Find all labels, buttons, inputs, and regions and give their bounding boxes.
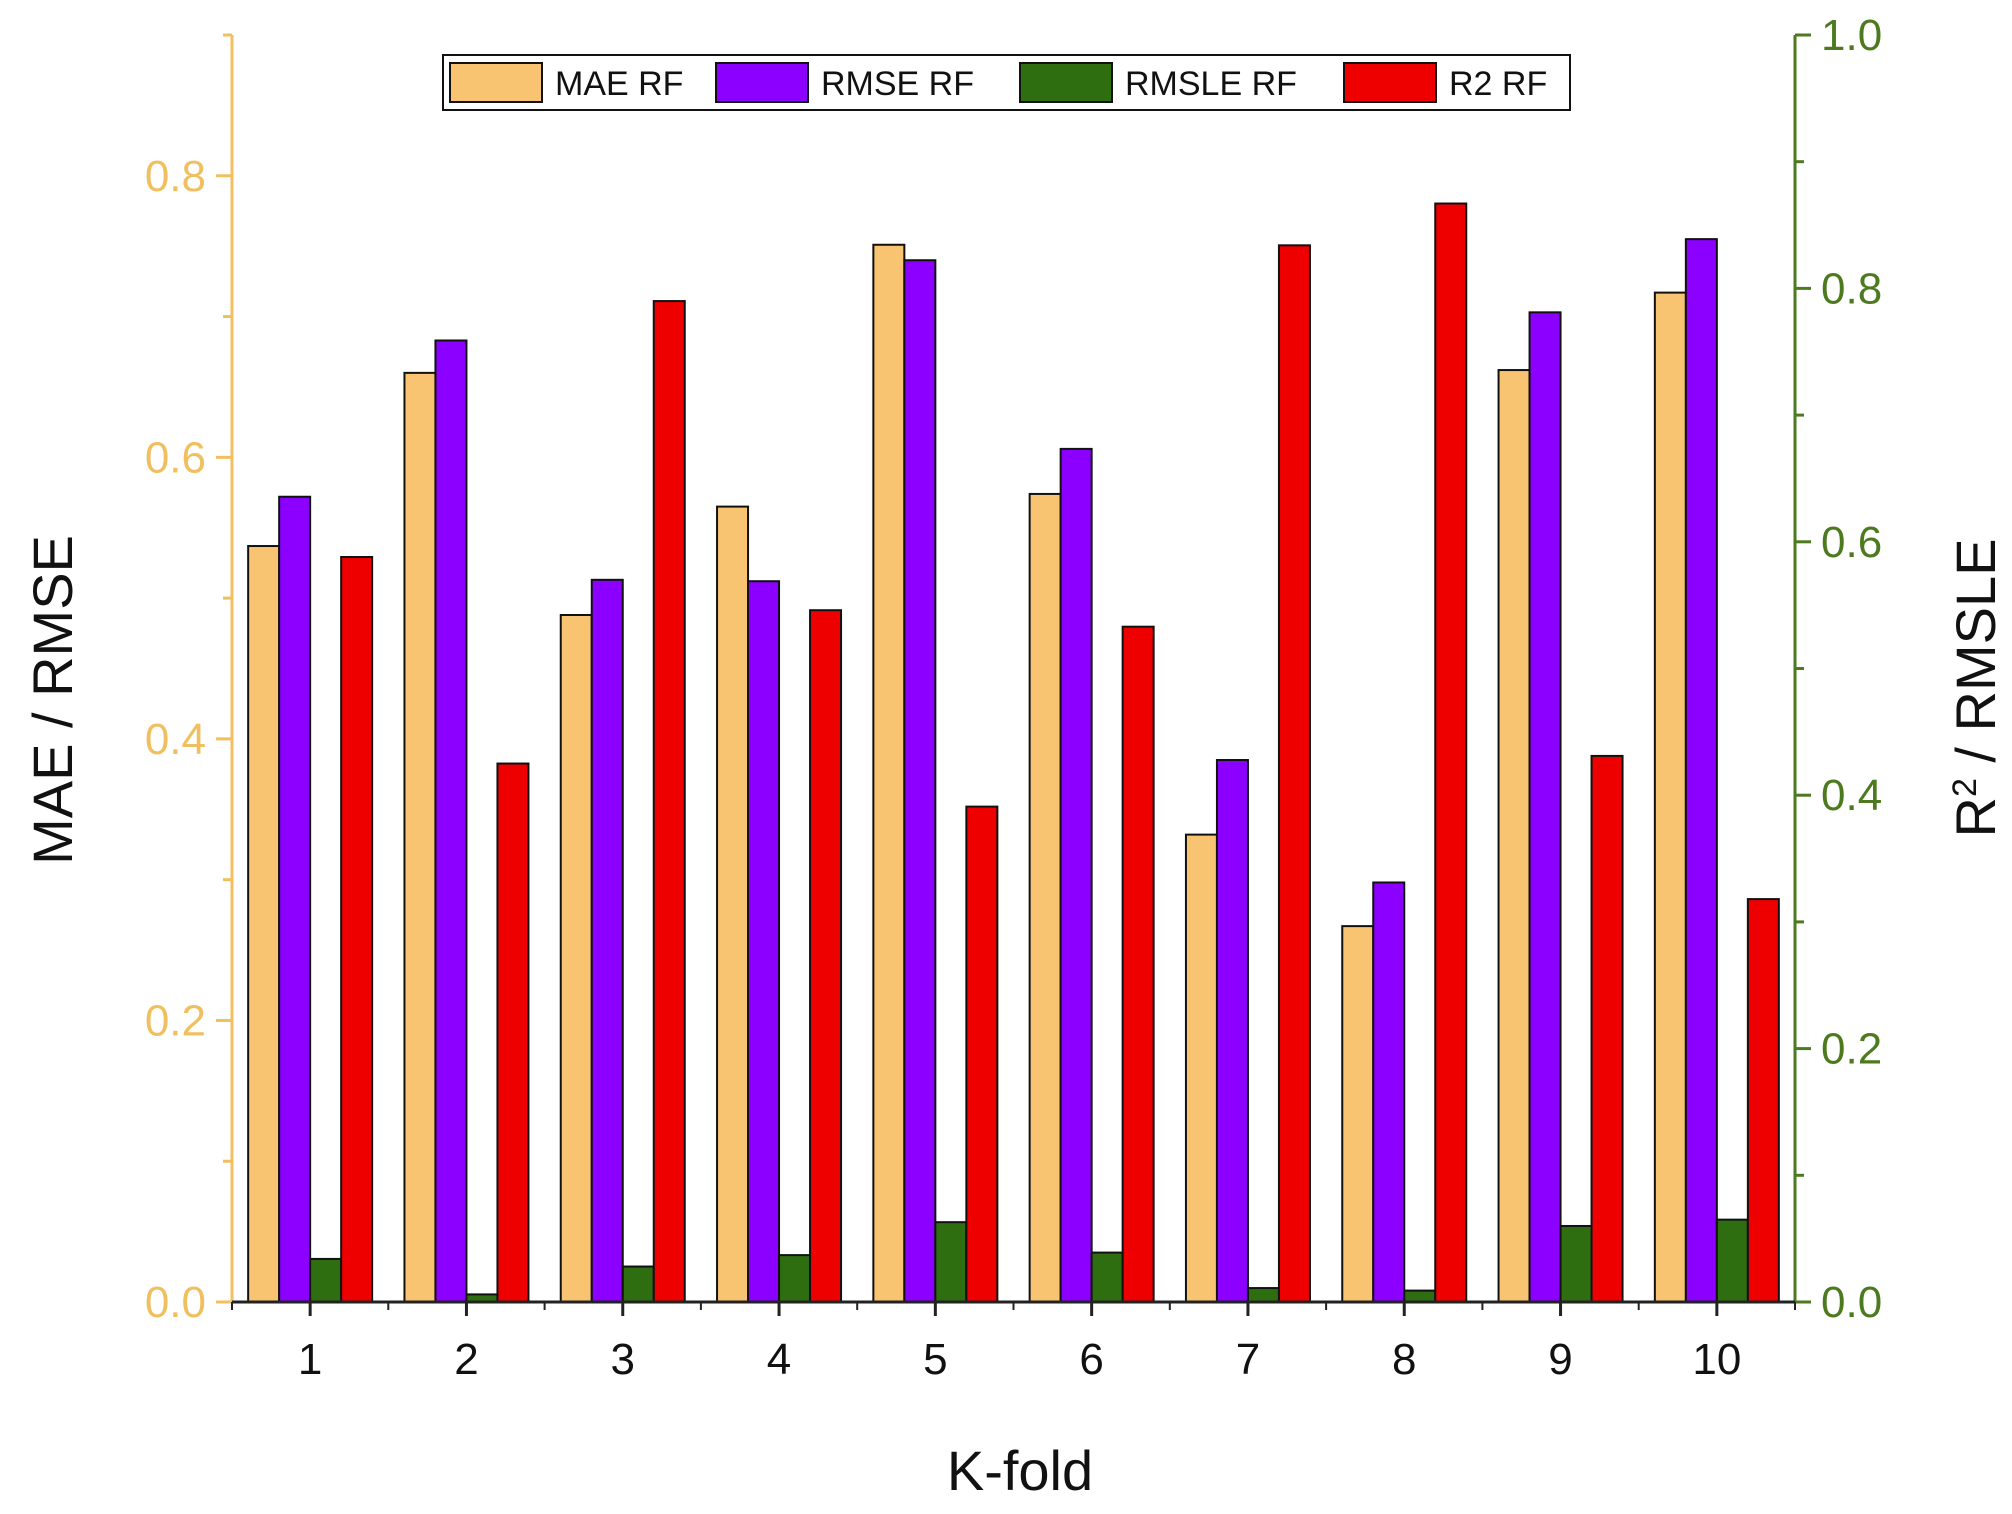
right-axis-title-r: R — [1944, 797, 2007, 837]
bar-mae-rf-7 — [1184, 833, 1218, 1304]
bar-r2-rf-2 — [496, 762, 530, 1303]
legend-swatch-r2-rf — [1343, 62, 1437, 103]
bar-rmse-rf-7 — [1215, 759, 1249, 1303]
x-tick-label: 6 — [1079, 1335, 1103, 1384]
right-tick-label: 0.0 — [1821, 1278, 1882, 1327]
bar-rmse-rf-8 — [1372, 881, 1406, 1304]
bar-r2-rf-3 — [652, 300, 686, 1303]
bar-rmsle-rf-5 — [934, 1221, 968, 1303]
x-tick-label: 1 — [298, 1335, 322, 1384]
bar-mae-rf-4 — [716, 505, 750, 1304]
right-axis-title-rest: / RMSLE — [1944, 539, 2007, 779]
right-tick-label: 0.4 — [1821, 771, 1882, 820]
right-tick-label: 0.8 — [1821, 264, 1882, 313]
legend-label-r2-rf: R2 RF — [1449, 65, 1547, 103]
legend-label-rmse-rf: RMSE RF — [821, 65, 974, 103]
bar-mae-rf-1 — [247, 545, 281, 1303]
bar-rmse-rf-9 — [1528, 311, 1562, 1303]
right-axis-title-sup: 2 — [1946, 778, 1984, 797]
bars-layer — [247, 202, 1780, 1304]
right-tick-label: 1.0 — [1821, 11, 1882, 60]
legend-swatch-rmse-rf — [715, 62, 809, 103]
left-tick-label: 0.4 — [145, 715, 206, 764]
bar-rmsle-rf-9 — [1559, 1224, 1593, 1303]
x-tick-label: 10 — [1692, 1335, 1741, 1384]
bar-r2-rf-6 — [1121, 625, 1155, 1303]
left-tick-label: 0.8 — [145, 152, 206, 201]
bar-rmse-rf-1 — [278, 495, 312, 1303]
bar-rmsle-rf-6 — [1090, 1251, 1124, 1304]
bar-rmsle-rf-3 — [621, 1265, 655, 1304]
x-tick-label: 9 — [1548, 1335, 1572, 1384]
bar-rmsle-rf-8 — [1403, 1289, 1437, 1304]
bar-r2-rf-1 — [340, 556, 374, 1303]
x-tick-label: 5 — [923, 1335, 947, 1384]
bar-rmse-rf-4 — [747, 580, 781, 1303]
legend-label-rmsle-rf: RMSLE RF — [1125, 65, 1297, 103]
bar-rmse-rf-5 — [903, 259, 937, 1304]
bar-mae-rf-8 — [1341, 925, 1375, 1304]
legend-label-mae-rf: MAE RF — [555, 65, 683, 103]
bar-r2-rf-4 — [809, 609, 843, 1303]
x-tick-label: 7 — [1236, 1335, 1260, 1384]
bar-rmsle-rf-7 — [1246, 1287, 1280, 1303]
x-axis-title: K-fold — [947, 1439, 1093, 1502]
left-tick-label: 0.2 — [145, 996, 206, 1045]
bar-mae-rf-2 — [403, 371, 437, 1304]
right-tick-label: 0.6 — [1821, 518, 1882, 567]
legend-swatch-mae-rf — [449, 62, 543, 103]
bar-rmse-rf-6 — [1059, 447, 1093, 1303]
bar-r2-rf-8 — [1434, 202, 1468, 1304]
bar-mae-rf-9 — [1497, 369, 1531, 1304]
x-tick-label: 8 — [1392, 1335, 1416, 1384]
x-tick-label: 2 — [454, 1335, 478, 1384]
left-axis-title: MAE / RMSE — [21, 535, 84, 865]
legend: MAE RF RMSE RF RMSLE RF R2 RF — [442, 54, 1571, 111]
left-tick-label: 0.0 — [145, 1278, 206, 1327]
bar-rmse-rf-2 — [434, 339, 468, 1303]
bar-rmsle-rf-10 — [1715, 1218, 1749, 1304]
x-tick-label: 3 — [611, 1335, 635, 1384]
x-tick-label: 4 — [767, 1335, 791, 1384]
axes-layer: 0.0 0.2 0.4 0.6 0.8 0.0 0.2 0.4 0.6 0.8 1.0 1 2 3 4 5 6 7… — [145, 11, 1882, 1384]
legend-swatch-rmsle-rf — [1019, 62, 1113, 103]
right-tick-label: 0.2 — [1821, 1025, 1882, 1074]
bar-rmsle-rf-4 — [778, 1254, 812, 1303]
bar-mae-rf-3 — [559, 614, 593, 1303]
left-tick-label: 0.6 — [145, 433, 206, 482]
bar-r2-rf-7 — [1277, 244, 1311, 1303]
bar-r2-rf-9 — [1590, 754, 1624, 1303]
bar-rmse-rf-3 — [590, 578, 624, 1303]
right-axis-title: R2 / RMSLE — [1944, 539, 2007, 838]
bar-mae-rf-5 — [872, 243, 906, 1303]
bar-rmsle-rf-1 — [309, 1257, 343, 1303]
bar-rmse-rf-10 — [1684, 238, 1718, 1303]
bar-r2-rf-5 — [965, 805, 999, 1304]
bar-mae-rf-6 — [1028, 492, 1062, 1303]
bar-mae-rf-10 — [1653, 291, 1687, 1303]
bar-r2-rf-10 — [1746, 898, 1780, 1303]
